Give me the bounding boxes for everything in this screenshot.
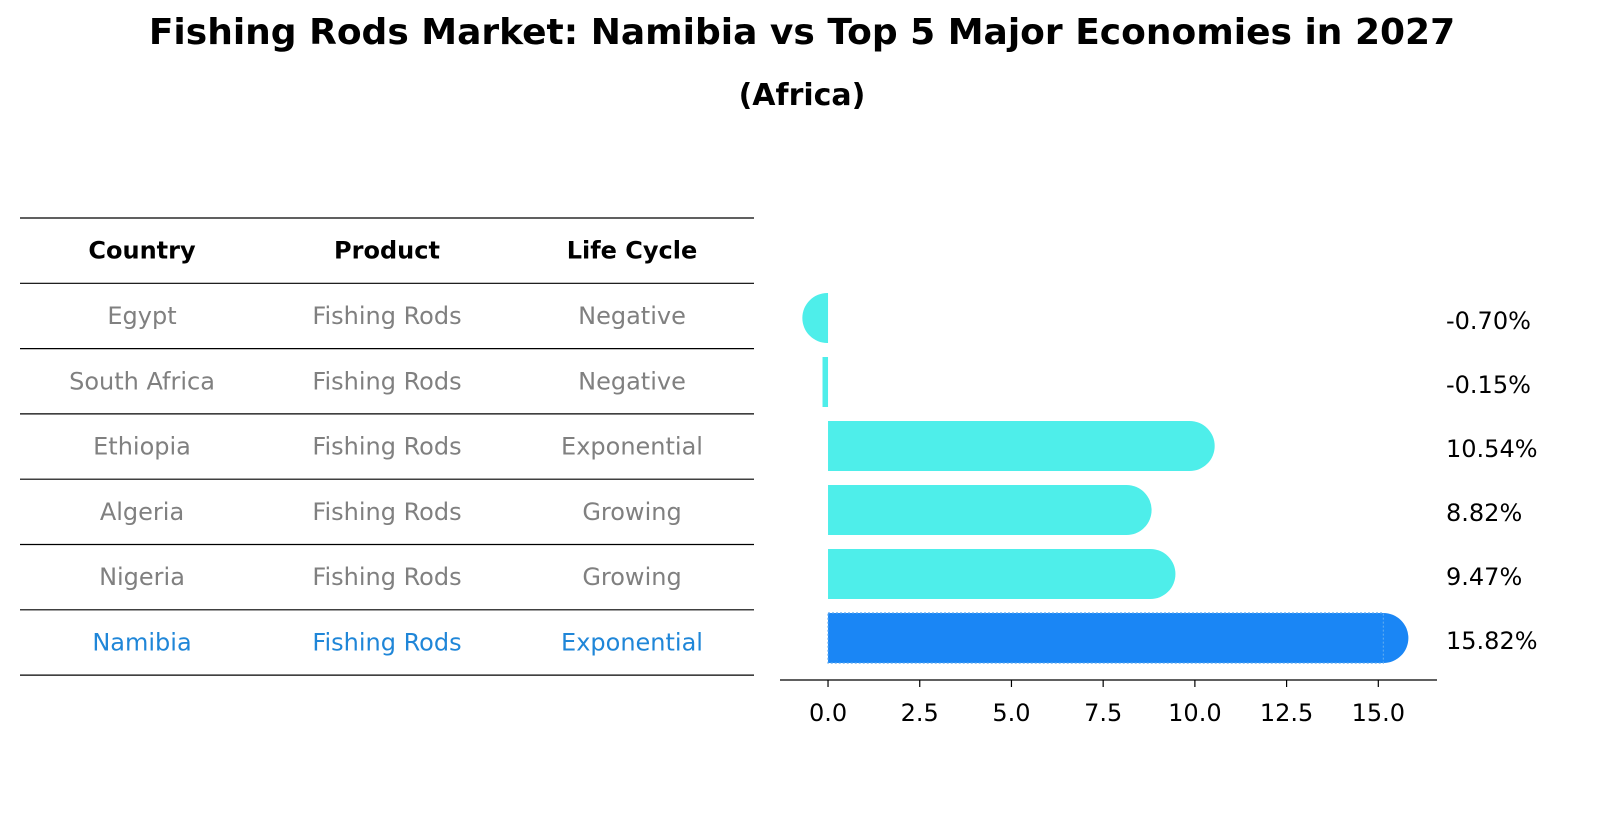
table-cell-life-cycle: Growing <box>582 498 681 526</box>
bar-value-label: 9.47% <box>1446 563 1522 591</box>
bar-ethiopia <box>828 421 1215 471</box>
bar-chart: -0.70% -0.15% 10.54% 8.82% 9.47% 15.82% 0.0 2.5… <box>780 293 1538 727</box>
bar-egypt <box>802 293 829 343</box>
bar-highlight-outline <box>827 612 1384 664</box>
table-header-life-cycle: Life Cycle <box>567 237 698 265</box>
table-cell-country: Nigeria <box>99 563 185 591</box>
data-table: Country Product Life Cycle Egypt Fishing Rod… <box>20 217 754 676</box>
table-cell-product: Fishing Rods <box>312 563 461 591</box>
table-cell-life-cycle: Negative <box>578 302 686 330</box>
table-header-product: Product <box>334 237 440 265</box>
table-header-country: Country <box>88 237 196 265</box>
chart-title: Fishing Rods Market: Namibia vs Top 5 Ma… <box>148 12 1456 53</box>
table-cell-country: South Africa <box>69 367 215 395</box>
x-tick-label: 0.0 <box>809 699 847 727</box>
bar-value-label: -0.70% <box>1446 307 1531 335</box>
table-cell-life-cycle: Exponential <box>561 433 703 461</box>
x-tick-label: 7.5 <box>1084 699 1122 727</box>
table-cell-product: Fishing Rods <box>312 498 461 526</box>
bar-nigeria <box>828 549 1176 599</box>
table-cell-life-cycle: Negative <box>578 367 686 395</box>
bar-value-label: 15.82% <box>1446 627 1538 655</box>
bar-value-label: 8.82% <box>1446 499 1522 527</box>
table-cell-life-cycle: Growing <box>582 563 681 591</box>
bar-south-africa <box>822 357 829 407</box>
x-tick-label: 12.5 <box>1260 699 1313 727</box>
chart-subtitle: (Africa) <box>738 78 866 113</box>
table-cell-product: Fishing Rods <box>312 628 461 656</box>
table-cell-product: Fishing Rods <box>312 367 461 395</box>
bar-value-label: 10.54% <box>1446 435 1538 463</box>
bar-algeria <box>828 485 1152 535</box>
table-cell-country: Algeria <box>100 498 184 526</box>
table-cell-country: Egypt <box>107 302 176 330</box>
bar-value-label: -0.15% <box>1446 371 1531 399</box>
table-cell-country: Namibia <box>92 628 191 656</box>
bar-namibia <box>828 613 1409 663</box>
table-cell-product: Fishing Rods <box>312 433 461 461</box>
x-tick-label: 10.0 <box>1168 699 1221 727</box>
table-cell-country: Ethiopia <box>93 433 191 461</box>
table-cell-product: Fishing Rods <box>312 302 461 330</box>
x-tick-label: 2.5 <box>901 699 939 727</box>
table-cell-life-cycle: Exponential <box>561 628 703 656</box>
x-tick-label: 5.0 <box>992 699 1030 727</box>
x-tick-label: 15.0 <box>1352 699 1405 727</box>
